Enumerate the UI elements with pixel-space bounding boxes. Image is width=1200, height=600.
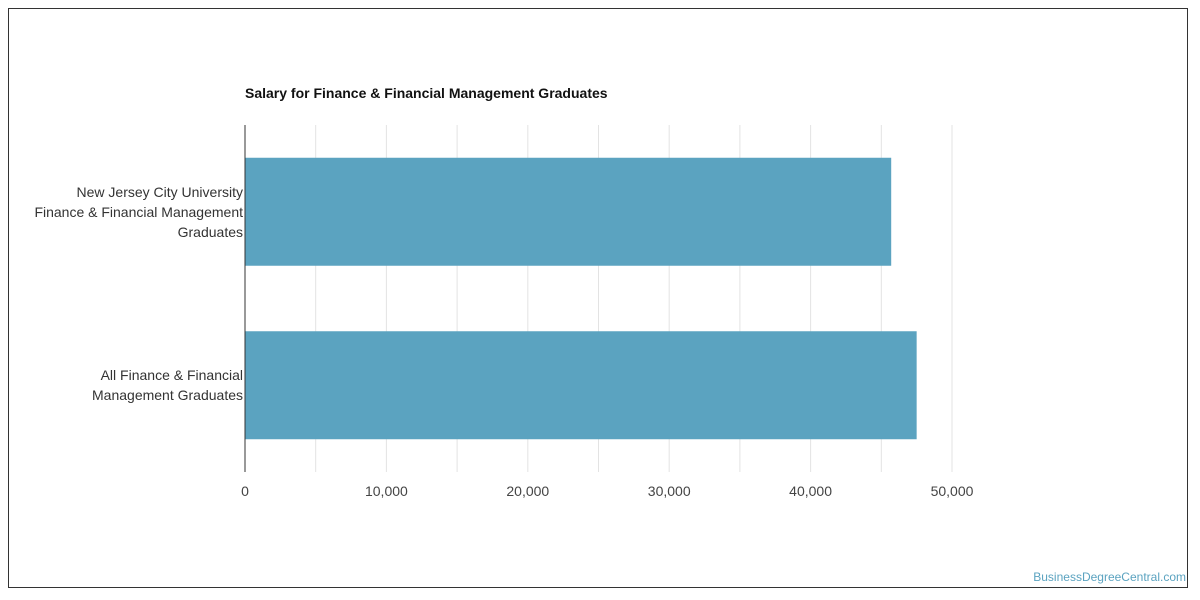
x-tick-label: 40,000 bbox=[789, 483, 832, 499]
x-tick-label: 20,000 bbox=[506, 483, 549, 499]
y-category-label-line: Graduates bbox=[177, 223, 243, 240]
x-tick-label: 30,000 bbox=[648, 483, 691, 499]
y-category-label: New Jersey City University Finance & Fina… bbox=[34, 182, 243, 242]
x-tick-label: 0 bbox=[241, 483, 249, 499]
x-tick-label: 50,000 bbox=[931, 483, 974, 499]
x-tick-label: 10,000 bbox=[365, 483, 408, 499]
y-category-label-line: All Finance & Financial bbox=[100, 367, 243, 384]
bars bbox=[245, 157, 917, 440]
x-tick-labels: 0 10,000 20,000 30,000 40,000 50,000 bbox=[241, 483, 974, 499]
source-link[interactable]: BusinessDegreeCentral.com bbox=[1033, 570, 1186, 584]
y-category-label-line: New Jersey City University bbox=[76, 183, 243, 200]
y-category-label-line: Finance & Financial Management bbox=[34, 203, 243, 220]
y-category-label-line: Management Graduates bbox=[92, 387, 243, 404]
bar bbox=[245, 157, 892, 266]
bar bbox=[245, 331, 917, 440]
y-category-label: All Finance & Financial Management Gradua… bbox=[92, 365, 243, 405]
chart-title: Salary for Finance & Financial Managemen… bbox=[245, 85, 608, 101]
